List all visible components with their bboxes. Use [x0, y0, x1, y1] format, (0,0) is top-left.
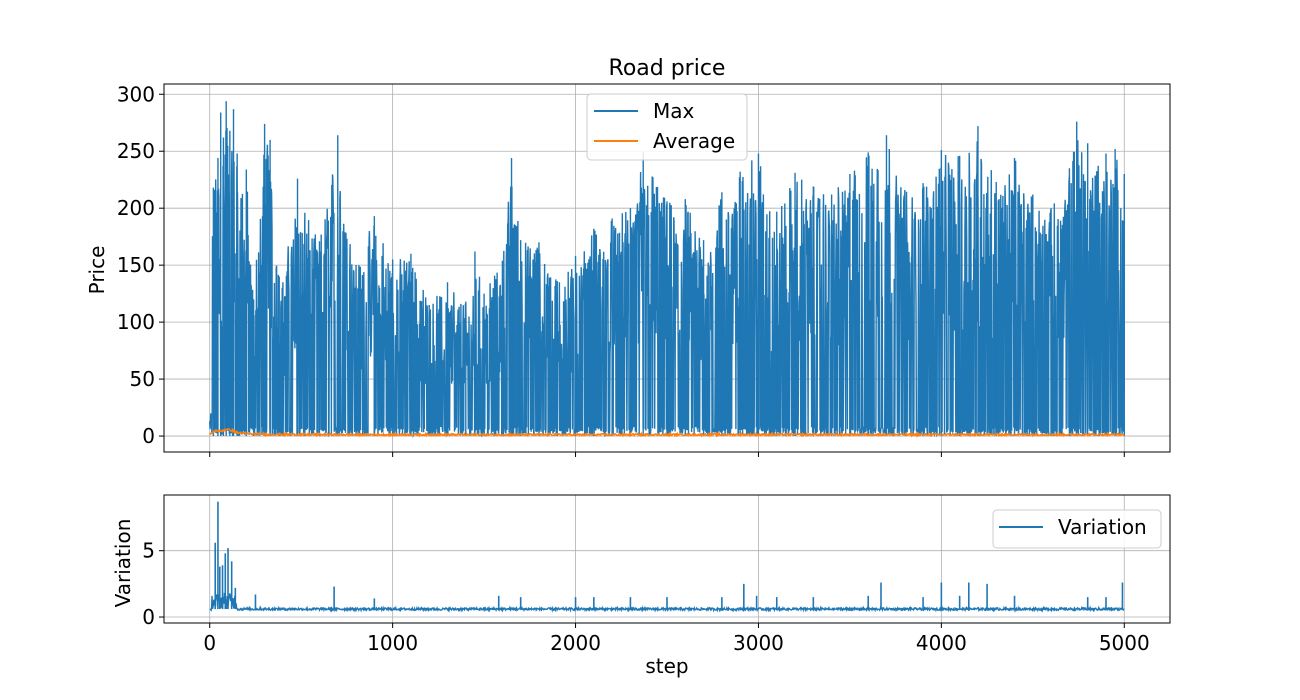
variation-series	[209, 501, 1125, 613]
x-tick-label: 0	[203, 631, 216, 655]
legend-average-label: Average	[653, 129, 735, 153]
variation-legend: Variation	[992, 509, 1162, 549]
x-tick-label: 1000	[367, 631, 418, 655]
y-tick-label: 150	[117, 253, 155, 277]
price-series	[209, 101, 1125, 438]
variation-axes-frame	[163, 494, 1171, 624]
price-axes-frame	[163, 83, 1171, 453]
price-chart-title: Road price	[609, 56, 726, 81]
variation-legend-box	[992, 509, 1162, 549]
x-tick-label: 4000	[916, 631, 967, 655]
variation-y-axis-label: Variation	[111, 519, 135, 608]
variation-axes: 0 1000 2000 3000 4000 5000 0 5 Variation step V…	[111, 494, 1171, 678]
y-tick-label: 0	[142, 605, 155, 629]
x-tick-label: 2000	[550, 631, 601, 655]
series-variation-line	[209, 592, 1125, 613]
x-tick-label: 5000	[1099, 631, 1150, 655]
y-tick-label: 5	[142, 539, 155, 563]
legend-variation-label: Variation	[1058, 515, 1147, 539]
price-axes: 0 50 100 150 200 250 300 Road price Price Max …	[85, 56, 1171, 457]
variation-ticks: 0 1000 2000 3000 4000 5000 0 5	[142, 539, 1149, 655]
y-tick-label: 200	[117, 196, 155, 220]
y-tick-label: 300	[117, 82, 155, 106]
y-tick-label: 0	[142, 424, 155, 448]
x-tick-label: 3000	[733, 631, 784, 655]
y-tick-label: 250	[117, 139, 155, 163]
legend-max-label: Max	[653, 99, 695, 123]
price-y-axis-label: Price	[85, 246, 109, 295]
series-average-line	[209, 427, 1125, 438]
step-x-axis-label: step	[645, 654, 688, 678]
variation-grid	[164, 495, 1170, 623]
y-tick-label: 50	[130, 367, 155, 391]
price-legend: Max Average	[586, 93, 748, 161]
y-tick-label: 100	[117, 310, 155, 334]
price-ticks: 0 50 100 150 200 250 300	[117, 82, 1125, 457]
